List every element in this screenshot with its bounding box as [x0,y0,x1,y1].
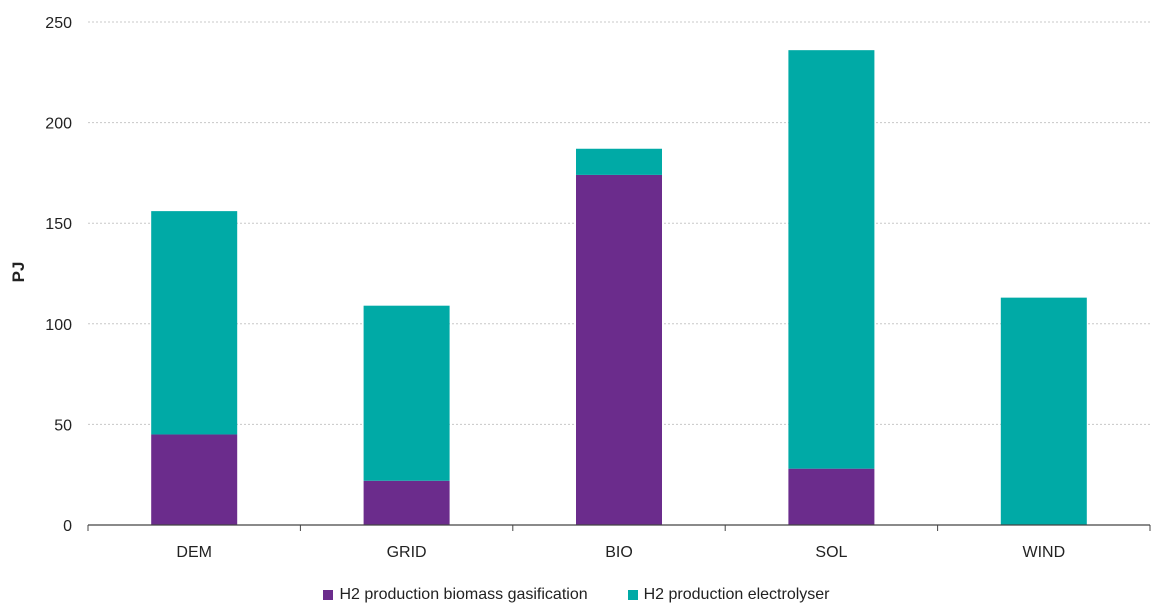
y-axis-title: PJ [9,262,28,283]
bar-bio-biomass [576,174,662,526]
y-tick-label: 100 [45,317,72,334]
stacked-bar-chart: 0 50 100 150 200 250 DEM GRID BIO SOL WIND PJ [9,15,1151,561]
bar-dem-electrolyser [151,211,238,435]
legend-swatch-biomass [323,590,334,600]
bar-grid-biomass [363,480,450,525]
y-tick-label: 0 [63,518,72,535]
bar-bio-electrolyser [576,148,662,175]
y-tick-label: 50 [54,417,72,434]
axes: 0 50 100 150 200 250 DEM GRID BIO SOL WIND [45,15,1151,561]
x-tick-label: GRID [387,544,427,561]
bar-sol-electrolyser [788,50,875,469]
legend: H2 production biomass gasification H2 pr… [0,586,1153,604]
bar-grid-electrolyser [363,305,450,481]
legend-label-biomass: H2 production biomass gasification [339,586,588,603]
x-tick-label: SOL [815,544,847,561]
bars [151,50,1087,526]
x-tick-label: DEM [176,544,212,561]
y-tick-label: 250 [45,15,72,32]
legend-item-biomass: H2 production biomass gasification [323,586,588,604]
bar-wind-electrolyser [1000,297,1087,525]
y-tick-label: 150 [45,216,72,233]
legend-item-electrolyser: H2 production electrolyser [627,586,830,604]
x-tick-label: BIO [605,544,633,561]
legend-label-electrolyser: H2 production electrolyser [643,586,830,603]
gridlines [88,21,1150,425]
x-tick-label: WIND [1022,544,1065,561]
y-tick-label: 200 [45,116,72,133]
bar-dem-biomass [151,434,238,525]
bar-sol-biomass [788,468,875,525]
legend-swatch-electrolyser [627,590,638,600]
